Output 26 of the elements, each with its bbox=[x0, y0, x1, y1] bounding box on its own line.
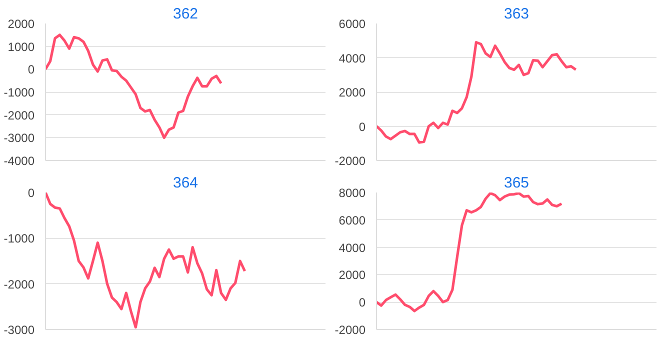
y-tick-label: -2000 bbox=[4, 277, 35, 292]
y-tick-label: 6000 bbox=[338, 213, 366, 228]
y-tick-label: 2000 bbox=[338, 86, 366, 100]
y-tick-label: -2000 bbox=[334, 323, 366, 337]
chart-title: 362 bbox=[172, 6, 198, 22]
chart-title: 364 bbox=[172, 174, 198, 192]
chart-title: 365 bbox=[504, 174, 530, 192]
y-tick-label: -3000 bbox=[4, 323, 35, 337]
y-tick-label: 6000 bbox=[338, 17, 366, 31]
y-tick-label: 4000 bbox=[338, 240, 366, 255]
y-tick-label: 0 bbox=[358, 296, 366, 310]
y-tick-label: -1000 bbox=[4, 86, 35, 100]
y-tick-label: 0 bbox=[358, 120, 366, 134]
y-tick-label: -3000 bbox=[4, 131, 35, 146]
y-tick-label: -4000 bbox=[4, 154, 35, 168]
y-tick-label: -1000 bbox=[4, 232, 35, 246]
y-tick-label: 8000 bbox=[338, 186, 366, 200]
y-tick-label: -2000 bbox=[334, 154, 366, 168]
y-tick-label: 2000 bbox=[8, 17, 35, 31]
chart-title: 363 bbox=[504, 6, 530, 22]
y-tick-label: 2000 bbox=[338, 268, 366, 282]
y-tick-label: 0 bbox=[28, 186, 35, 200]
y-tick-label: 1000 bbox=[8, 40, 35, 54]
y-tick-label: -2000 bbox=[4, 108, 35, 122]
y-tick-label: 4000 bbox=[338, 51, 366, 66]
y-tick-label: 0 bbox=[28, 62, 35, 77]
